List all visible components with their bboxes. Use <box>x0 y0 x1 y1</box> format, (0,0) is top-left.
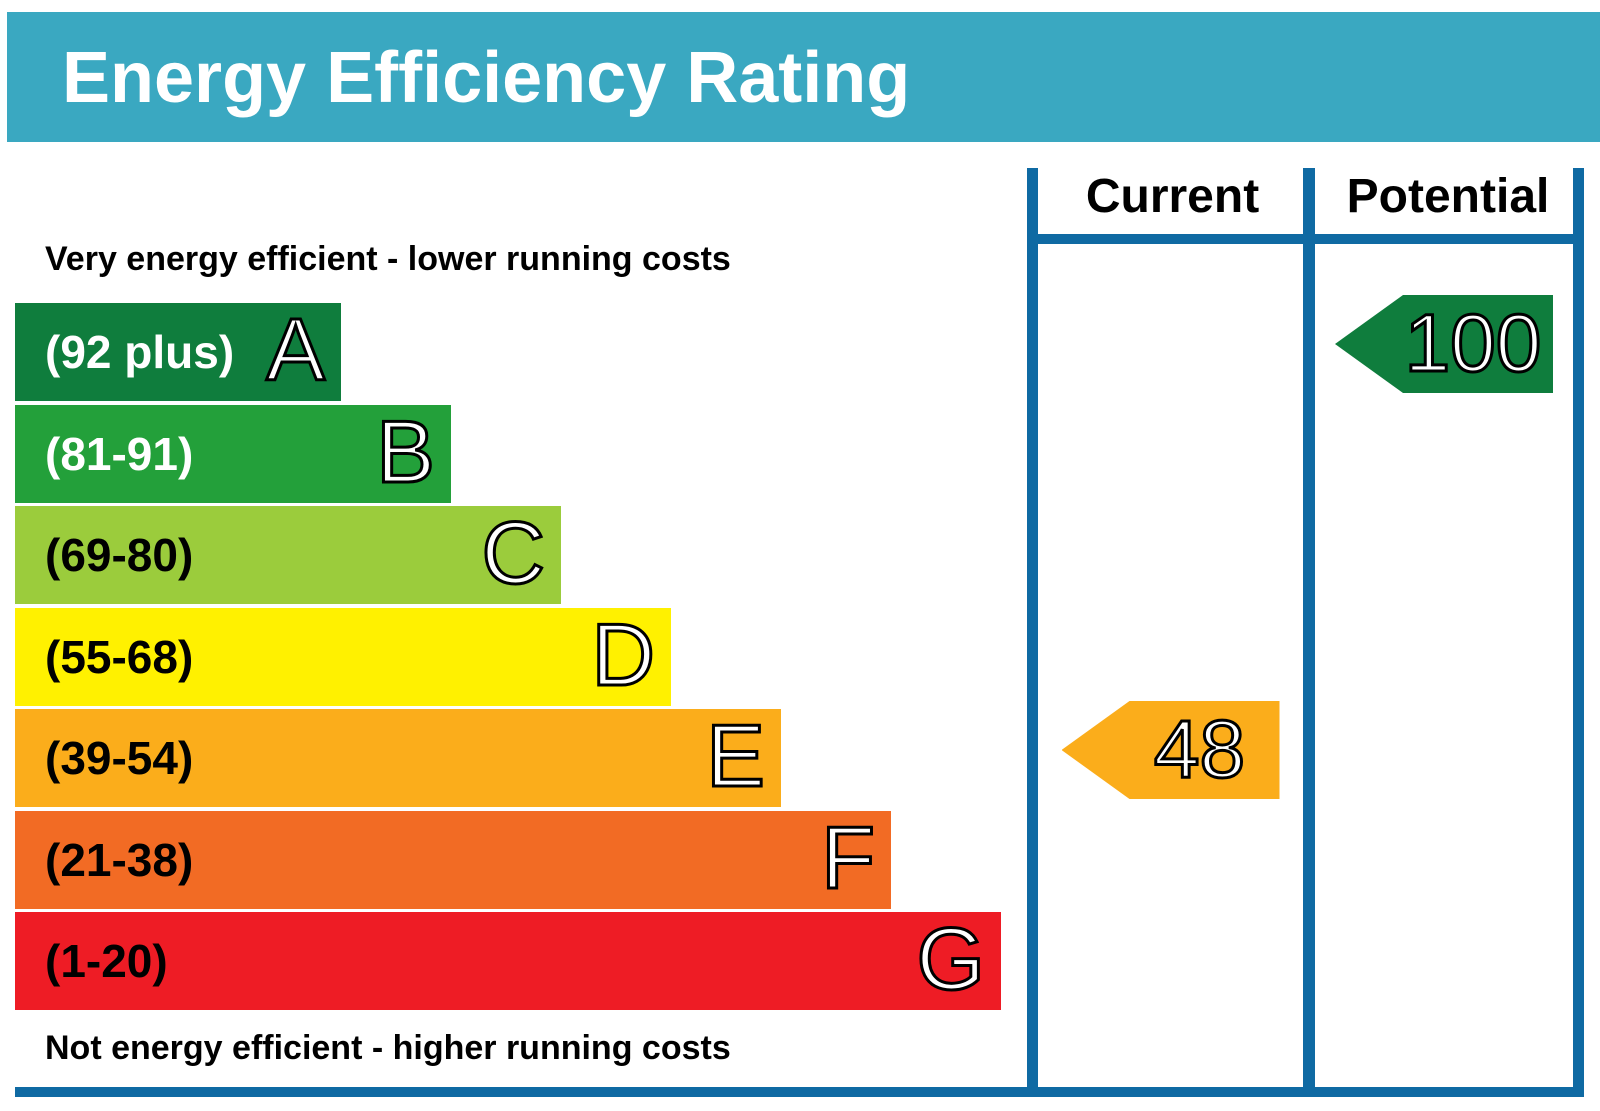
page-title: Energy Efficiency Rating <box>62 38 911 118</box>
frame-bottom-rule <box>15 1087 1584 1097</box>
band-d: (55-68) D <box>15 604 671 706</box>
frame-left-border <box>1027 168 1038 1092</box>
band-letter: B <box>375 401 437 502</box>
band-letter: F <box>820 807 877 908</box>
bottom-caption: Not energy efficient - higher running co… <box>45 1029 731 1067</box>
band-range-label: (21-38) <box>45 833 194 886</box>
band-letter: G <box>915 908 986 1009</box>
band-c: (69-80) C <box>15 502 561 604</box>
potential-rating-pointer: 100 <box>1335 295 1553 393</box>
frame-divider <box>1303 168 1315 1092</box>
frame-right-border <box>1573 168 1584 1092</box>
band-g: (1-20) G <box>15 908 1001 1010</box>
band-a: (92 plus) A <box>15 299 341 401</box>
band-letter: E <box>705 705 767 806</box>
current-rating-pointer-value: 48 <box>1152 703 1246 797</box>
band-range-label: (81-91) <box>45 427 194 480</box>
band-b: (81-91) B <box>15 401 451 503</box>
band-letter: D <box>590 604 657 705</box>
top-caption: Very energy efficient - lower running co… <box>45 240 731 278</box>
frame-header-rule <box>1033 234 1579 244</box>
band-range-label: (1-20) <box>45 935 168 987</box>
potential-rating-pointer-value: 100 <box>1403 297 1543 391</box>
title-banner: Energy Efficiency Rating <box>7 12 1600 142</box>
band-range-label: (39-54) <box>45 732 194 784</box>
band-range-label: (92 plus) <box>45 326 235 378</box>
potential-column-header: Potential <box>1346 170 1550 223</box>
band-letter: A <box>265 299 327 400</box>
current-column-header: Current <box>1085 170 1260 223</box>
band-range-label: (55-68) <box>45 630 194 683</box>
band-range-label: (69-80) <box>45 529 194 581</box>
current-rating-pointer: 48 <box>1061 701 1280 799</box>
band-e: (39-54) E <box>15 705 781 807</box>
band-f: (21-38) F <box>15 807 891 909</box>
band-letter: C <box>480 502 547 603</box>
